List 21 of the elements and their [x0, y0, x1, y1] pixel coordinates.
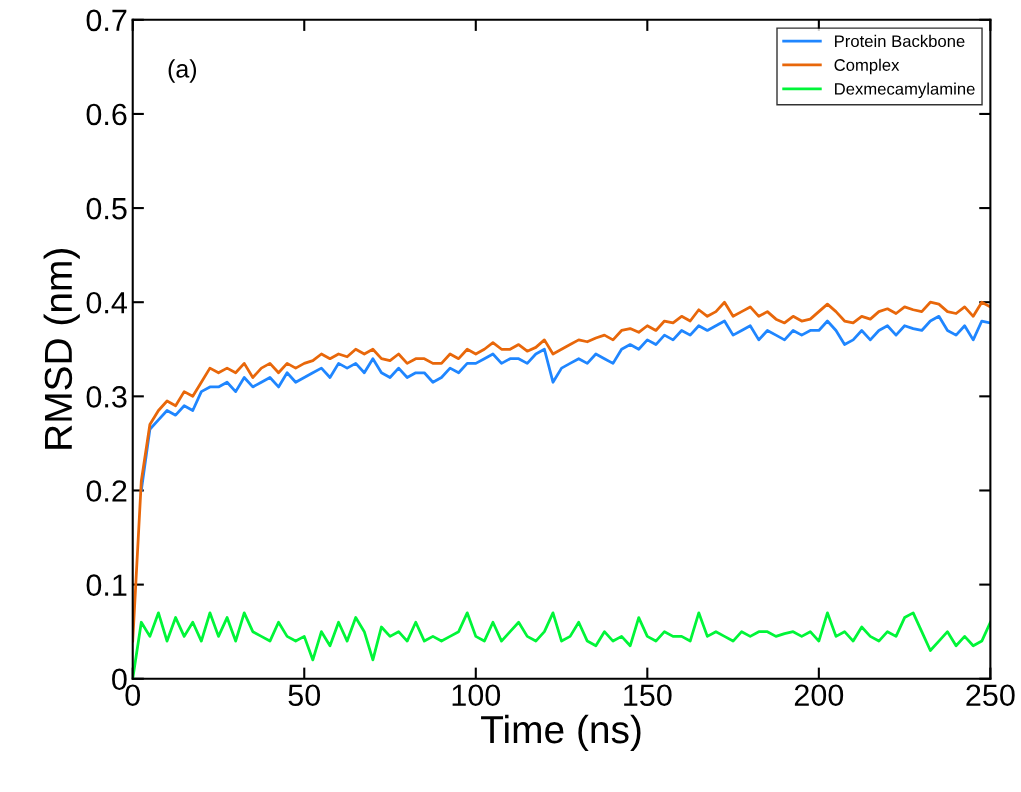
y-axis-title: RMSD (nm) — [43, 249, 80, 449]
x-tick-label: 0 — [125, 684, 141, 707]
legend-label: Dexmecamylamine — [835, 82, 975, 99]
y-tick-label: 0.1 — [86, 574, 127, 596]
x-axis-title: Time (ns) — [481, 714, 641, 752]
x-tick-label: 100 — [452, 684, 501, 707]
y-tick-label: 0.7 — [86, 9, 127, 32]
x-tick-label: 250 — [966, 684, 1015, 707]
legend-label: Protein Backbone — [835, 34, 965, 48]
line-series — [139, 314, 991, 492]
y-tick-label: 0.5 — [86, 197, 127, 220]
y-tick-label: 0.2 — [86, 480, 127, 502]
x-tick-label: 200 — [794, 684, 844, 707]
y-tick-label: 0 — [112, 668, 127, 691]
annotation: (a) — [168, 59, 197, 83]
y-tick-label: 0.4 — [86, 291, 127, 314]
x-tick-label: 150 — [624, 684, 672, 707]
x-tick-label: 50 — [288, 684, 321, 707]
y-tick-label: 0.6 — [86, 103, 127, 126]
legend-label: Complex — [834, 58, 900, 75]
y-tick-label: 0.3 — [86, 386, 127, 408]
